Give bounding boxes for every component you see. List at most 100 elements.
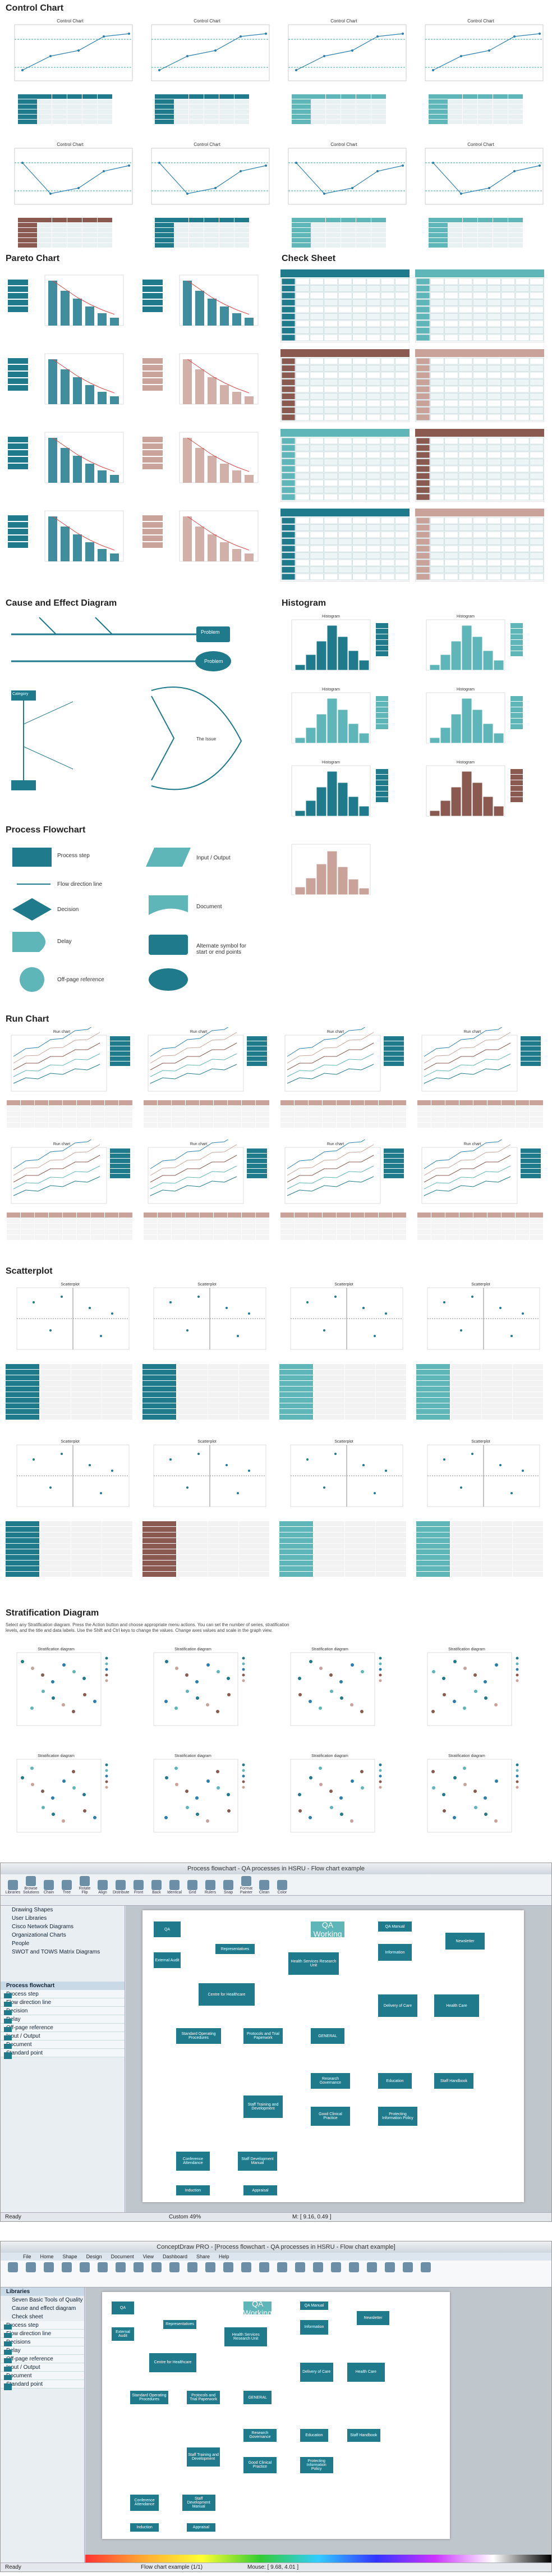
flow-node[interactable]: Induction (176, 2185, 210, 2195)
flow-node[interactable]: Staff Training and Development (243, 2095, 283, 2118)
shape-item[interactable]: Off-page reference (1, 2355, 84, 2365)
ribbon-button[interactable] (5, 2262, 21, 2278)
shape-item[interactable]: Delay (1, 2346, 84, 2357)
flow-node[interactable]: Induction (130, 2523, 159, 2532)
ribbon-tab[interactable]: File (23, 2254, 31, 2259)
canvas-1[interactable]: QA Other QA Working Groups External Audit R… (126, 1906, 551, 2212)
ribbon-tab[interactable]: View (142, 2254, 154, 2259)
flow-node[interactable]: Conference Attendance (176, 2152, 210, 2171)
flow-node[interactable]: Delivery of Care (378, 1994, 417, 2017)
ribbon-tab[interactable]: Design (86, 2254, 102, 2259)
ribbon-button[interactable] (400, 2262, 416, 2278)
ribbon-button[interactable] (113, 2262, 128, 2278)
flow-node[interactable]: GENERAL (243, 2391, 272, 2404)
ribbon-button[interactable] (149, 2262, 164, 2278)
flow-node[interactable]: Health Services Research Unit (288, 1952, 339, 1975)
ribbon-tab[interactable]: Home (40, 2254, 54, 2259)
shape-item[interactable]: Delay (1, 2015, 125, 2025)
ribbon-button[interactable] (310, 2262, 326, 2278)
toolbar-button[interactable]: Libraries (5, 1879, 21, 1896)
toolbar-button[interactable]: Chain (41, 1879, 57, 1896)
flow-node[interactable]: External Audit (111, 2327, 135, 2341)
shape-item[interactable]: Input / Output (1, 2363, 84, 2373)
shape-item[interactable]: Standard point (1, 2049, 125, 2059)
flow-node[interactable]: Staff Development Manual (238, 2152, 277, 2171)
ribbon-button[interactable] (203, 2262, 218, 2278)
ribbon-button[interactable] (382, 2262, 398, 2278)
flow-node[interactable]: Staff Handbook (347, 2428, 380, 2442)
canvas-2[interactable]: QA Other QA Working Groups External Audit R… (85, 2287, 551, 2555)
color-palette-2[interactable] (85, 2555, 551, 2563)
flow-node[interactable]: Health Services Research Unit (224, 2327, 267, 2346)
flow-node[interactable]: Conference Attendance (130, 2495, 159, 2511)
flow-node[interactable]: Other QA Working Groups (243, 2290, 272, 2326)
ribbon-tab[interactable]: Dashboard (162, 2254, 187, 2259)
ribbon-tab[interactable]: Help (219, 2254, 229, 2259)
flow-node[interactable]: Newsletter (356, 2310, 390, 2325)
ribbon-tab[interactable]: Shape (62, 2254, 77, 2259)
toolbar-button[interactable]: Rotate Flip (77, 1875, 93, 1895)
drawing-page-2[interactable]: QA Other QA Working Groups External Audit R… (102, 2290, 450, 2539)
flow-node[interactable]: GENERAL (311, 2028, 344, 2044)
shape-item[interactable]: Decisions (1, 2338, 84, 2348)
flow-node[interactable]: Protocols and Trial Paperwork (243, 2028, 283, 2044)
library-item[interactable]: Drawing Shapes (12, 1907, 53, 1913)
ribbon-button[interactable] (220, 2262, 236, 2278)
toolbar-button[interactable]: Distribute (113, 1879, 130, 1896)
library-item[interactable]: Cisco Network Diagrams (12, 1924, 74, 1930)
shape-item[interactable]: Document (1, 2372, 84, 2382)
flow-node[interactable]: Information (300, 2320, 329, 2335)
toolbar-button[interactable]: Align (95, 1879, 111, 1896)
flow-node[interactable]: Delivery of Care (300, 2363, 333, 2382)
flow-node[interactable]: Centre for Healthcare (199, 1983, 255, 2006)
shape-item[interactable]: Input / Output (1, 2032, 125, 2042)
ribbon-button[interactable] (95, 2262, 111, 2278)
flow-node[interactable]: Representatives (163, 2320, 196, 2329)
library-header-process[interactable]: Process flowchart (1, 1982, 125, 1990)
toolbar-button[interactable]: Front (131, 1879, 146, 1896)
shape-item[interactable]: Process step (1, 2321, 84, 2331)
ribbon-button[interactable] (23, 2262, 39, 2278)
toolbar-button[interactable]: Tree (59, 1879, 75, 1896)
library-item[interactable]: Cause and effect diagram (12, 2305, 76, 2312)
ribbon-button[interactable] (346, 2262, 362, 2278)
flow-node[interactable]: Centre for Healthcare (149, 2353, 196, 2372)
shape-item[interactable]: Flow direction line (1, 1998, 125, 2008)
library-item[interactable]: People (12, 1941, 30, 1947)
ribbon-button[interactable] (77, 2262, 93, 2278)
ribbon-tab[interactable]: Document (111, 2254, 134, 2259)
ribbon-button[interactable] (274, 2262, 290, 2278)
flow-node[interactable]: Good Clinical Practice (243, 2457, 277, 2473)
ribbon-button[interactable] (418, 2262, 434, 2278)
flow-node[interactable]: Staff Development Manual (182, 2495, 215, 2511)
flow-node[interactable]: Protecting Information Policy (378, 2107, 417, 2126)
library-item[interactable]: SWOT and TOWS Matrix Diagrams (12, 1949, 100, 1955)
toolbar-button[interactable]: Snap (220, 1879, 236, 1896)
flow-node[interactable]: Education (300, 2428, 329, 2442)
drawing-page-1[interactable]: QA Other QA Working Groups External Audit R… (142, 1910, 524, 2202)
toolbar-button[interactable]: Clean (256, 1879, 272, 1896)
shape-item[interactable]: Document (1, 2040, 125, 2051)
toolbar-button[interactable]: Back (149, 1879, 164, 1896)
ribbon-button[interactable] (238, 2262, 254, 2278)
ribbon-button[interactable] (131, 2262, 146, 2278)
flow-node[interactable]: Appraisal (187, 2523, 215, 2532)
library-item[interactable]: User Libraries (12, 1915, 47, 1921)
library-item[interactable]: Seven Basic Tools of Quality (12, 2297, 83, 2303)
shape-item[interactable]: Flow direction line (1, 2330, 84, 2340)
library-item[interactable]: Check sheet (12, 2314, 43, 2320)
flow-node[interactable]: Standard Operating Procedures (176, 2028, 221, 2044)
ribbon-button[interactable] (292, 2262, 308, 2278)
flow-node[interactable]: Information (378, 1944, 412, 1961)
flow-node[interactable]: Representatives (215, 1944, 255, 1954)
flow-node[interactable]: Protecting Information Policy (300, 2457, 333, 2473)
flow-node[interactable]: Health Care (347, 2363, 385, 2382)
ribbon-button[interactable] (59, 2262, 75, 2278)
flow-node[interactable]: Research Governance (311, 2073, 350, 2089)
shape-item[interactable]: Standard point (1, 2380, 84, 2390)
flow-node[interactable]: External Audit (154, 1952, 181, 1968)
flow-node[interactable]: QA (111, 2301, 135, 2315)
ribbon-tab[interactable]: Share (196, 2254, 210, 2259)
toolbar-button[interactable]: Color (274, 1879, 290, 1896)
shape-item[interactable]: Off-page reference (1, 2024, 125, 2034)
